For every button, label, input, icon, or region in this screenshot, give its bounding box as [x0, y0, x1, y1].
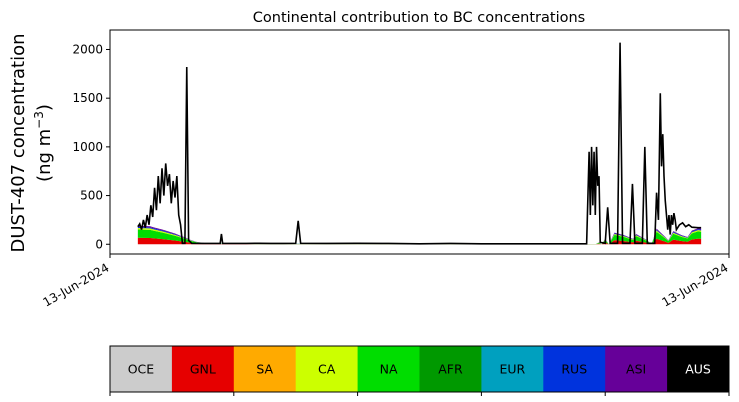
legend-swatch-eur — [481, 346, 544, 392]
legend-label-na: NA — [380, 362, 398, 377]
y-axis: 0 500 1000 1500 2000 — [72, 42, 110, 251]
legend-swatch-gnl — [171, 346, 235, 392]
y-tick-label: 2000 — [72, 42, 103, 56]
legend-swatch-rus — [543, 346, 606, 392]
legend-label-eur: EUR — [499, 362, 525, 377]
legend-swatch-asi — [605, 346, 668, 392]
legend-label-afr: AFR — [438, 362, 463, 377]
y-axis-label-prefix: (ng m — [34, 129, 55, 182]
legend-swatch-aus — [667, 346, 730, 392]
region-color-legend: OCE GNL SA CA NA AFR EUR RUS ASI AUS — [109, 345, 730, 396]
y-tick-label: 500 — [80, 189, 103, 203]
legend-swatch-oce — [110, 346, 173, 392]
y-tick-label: 0 — [95, 237, 103, 251]
legend-label-gnl: GNL — [190, 362, 216, 377]
legend-frame — [109, 345, 730, 393]
legend-label-aus: AUS — [685, 362, 711, 377]
legend-swatch-ca — [295, 346, 359, 392]
total-series-line — [137, 42, 702, 245]
plot-frame — [109, 29, 730, 255]
x-tick-label: 13-Jun-2024 — [41, 260, 112, 309]
legend-label-rus: RUS — [561, 362, 587, 377]
x-tick-label: 13-Jun-2024 — [660, 260, 731, 309]
legend-swatch-afr — [419, 346, 482, 392]
legend-label-oce: OCE — [128, 362, 155, 377]
legend-label-asi: ASI — [626, 362, 646, 377]
y-axis-label-superscript: −3 — [32, 111, 46, 129]
x-axis: 13-Jun-2024 13-Jun-2024 — [41, 254, 731, 310]
legend-swatch-sa — [233, 346, 297, 392]
legend-label-ca: CA — [318, 362, 336, 377]
y-axis-label-line2: (ng m−3) — [32, 104, 55, 182]
y-axis-label-suffix: ) — [34, 104, 55, 111]
y-tick-label: 1500 — [72, 91, 103, 105]
plot-area: 0 500 1000 1500 2000 13-Jun-2024 13-Jun-2024 — [41, 29, 731, 310]
legend-swatch-na — [357, 346, 420, 392]
legend-label-sa: SA — [256, 362, 273, 377]
total-line-layer — [137, 42, 702, 245]
y-axis-label-line1: DUST-407 concentration — [8, 33, 29, 252]
y-tick-label: 1000 — [72, 140, 103, 154]
chart-title: Continental contribution to BC concentra… — [253, 10, 585, 26]
